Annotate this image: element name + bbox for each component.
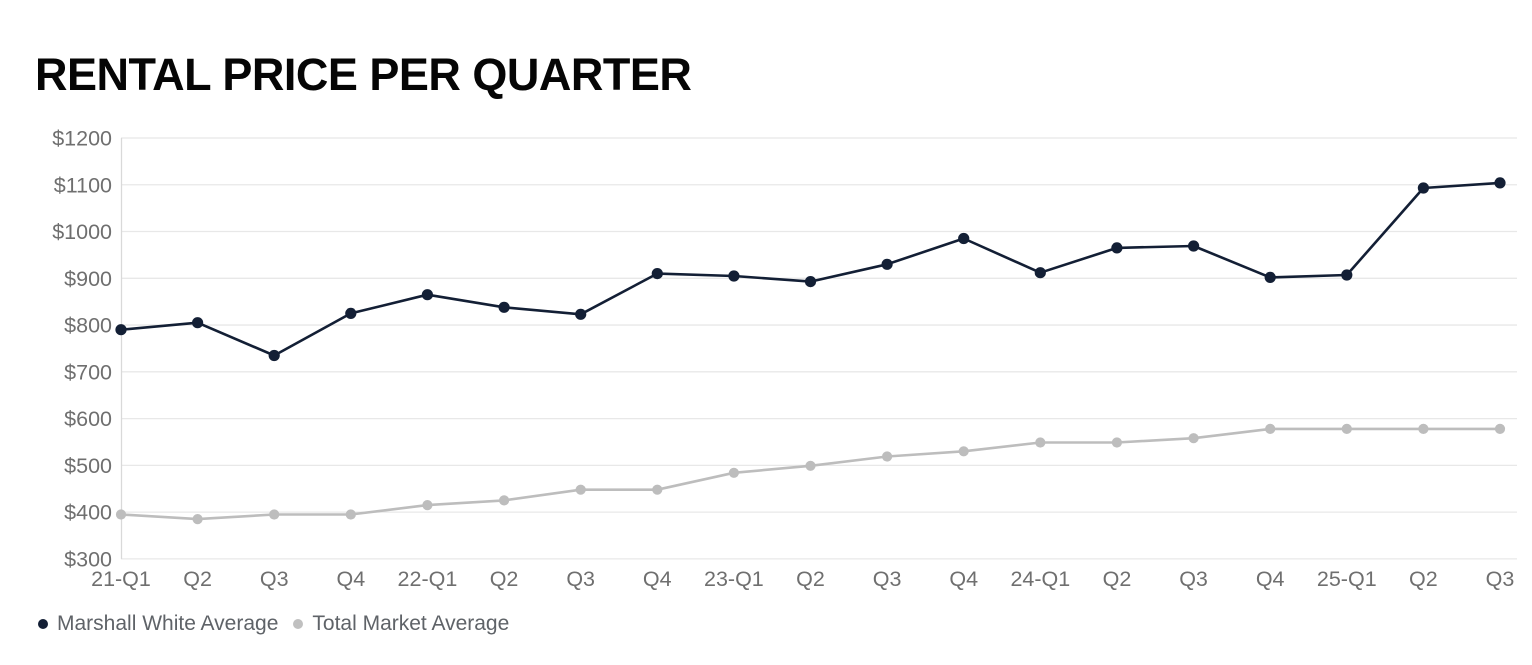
data-point-total-market-average-q2[interactable] <box>1111 437 1122 448</box>
x-axis-tick-label: 25-Q1 <box>1317 567 1377 591</box>
y-axis-tick-label: $1000 <box>52 220 112 244</box>
data-point-total-market-average-q3[interactable] <box>1494 423 1506 434</box>
chart-title: RENTAL PRICE PER QUARTER <box>35 49 692 100</box>
data-point-total-market-average-q2[interactable] <box>805 460 816 471</box>
data-point-total-market-average-q2[interactable] <box>192 514 203 525</box>
data-point-total-market-average-23-q1[interactable] <box>728 467 740 478</box>
data-point-marshall-white-average-q3[interactable] <box>1188 240 1200 252</box>
data-point-marshall-white-average-q4[interactable] <box>1264 271 1276 283</box>
data-point-marshall-white-average-q2[interactable] <box>1111 242 1123 254</box>
data-point-marshall-white-average-23-q1[interactable] <box>728 270 740 282</box>
x-axis-tick-label: Q2 <box>796 567 825 591</box>
data-point-total-market-average-q4[interactable] <box>652 484 663 495</box>
data-point-total-market-average-q3[interactable] <box>1188 433 1199 444</box>
data-point-marshall-white-average-q2[interactable] <box>1417 182 1429 194</box>
y-axis-tick-label: $900 <box>64 267 112 291</box>
data-point-marshall-white-average-q3[interactable] <box>881 258 893 270</box>
x-axis-tick-label: 21-Q1 <box>91 567 151 591</box>
legend-item-marshall-white[interactable]: Marshall White Average <box>38 612 278 636</box>
data-point-marshall-white-average-q3[interactable] <box>575 308 587 320</box>
x-axis-tick-label: Q2 <box>183 567 212 591</box>
data-point-marshall-white-average-25-q1[interactable] <box>1341 269 1353 281</box>
x-axis-tick-label: Q4 <box>643 567 672 591</box>
data-point-marshall-white-average-q4[interactable] <box>345 307 357 319</box>
x-axis-tick-label: Q3 <box>873 567 902 591</box>
data-point-marshall-white-average-q3[interactable] <box>268 349 280 362</box>
data-point-total-market-average-q2[interactable] <box>499 495 510 506</box>
x-axis-tick-label: 23-Q1 <box>704 567 764 591</box>
x-axis-tick-label: Q2 <box>1103 567 1132 591</box>
data-point-total-market-average-q3[interactable] <box>269 509 280 520</box>
series-line-marshall-white-average <box>119 181 1502 357</box>
y-axis-tick-label: $1100 <box>54 173 112 197</box>
data-point-total-market-average-q4[interactable] <box>958 446 969 457</box>
x-axis-tick-label: Q4 <box>336 567 365 591</box>
data-point-marshall-white-average-q2[interactable] <box>192 317 204 329</box>
legend-marker-total-market-icon <box>293 619 304 629</box>
chart-legend: Marshall White Average Total Market Aver… <box>38 611 515 637</box>
data-point-marshall-white-average-q4[interactable] <box>651 268 663 280</box>
x-axis-tick-label: Q4 <box>949 567 978 591</box>
data-point-marshall-white-average-q2[interactable] <box>804 276 817 288</box>
data-point-marshall-white-average-q4[interactable] <box>958 232 970 245</box>
data-point-total-market-average-21-q1[interactable] <box>115 509 127 520</box>
x-axis-tick-label: Q3 <box>1179 567 1208 591</box>
data-point-total-market-average-q3[interactable] <box>882 451 893 462</box>
legend-marker-marshall-white-icon <box>38 619 48 629</box>
x-axis-tick-label: Q4 <box>1256 567 1285 591</box>
x-axis-tick-label: Q3 <box>566 567 595 591</box>
x-axis-tick-label: Q2 <box>490 567 519 591</box>
data-point-total-market-average-q3[interactable] <box>575 484 586 495</box>
legend-item-total-market[interactable]: Total Market Average <box>293 612 509 636</box>
data-point-marshall-white-average-q3[interactable] <box>1494 177 1506 189</box>
data-point-total-market-average-22-q1[interactable] <box>422 500 433 511</box>
series-line-total-market-average <box>119 427 1502 521</box>
x-axis-tick-label: Q2 <box>1409 567 1438 591</box>
data-point-marshall-white-average-22-q1[interactable] <box>421 289 433 301</box>
data-point-total-market-average-q4[interactable] <box>345 509 356 520</box>
y-axis-tick-label: $700 <box>64 360 112 384</box>
data-point-total-market-average-24-q1[interactable] <box>1035 437 1046 448</box>
data-point-marshall-white-average-21-q1[interactable] <box>115 324 127 336</box>
legend-label-marshall-white: Marshall White Average <box>57 612 279 635</box>
x-axis-tick-label: 22-Q1 <box>398 567 458 591</box>
data-point-total-market-average-25-q1[interactable] <box>1341 423 1352 434</box>
data-point-marshall-white-average-q2[interactable] <box>498 301 510 313</box>
data-point-total-market-average-q2[interactable] <box>1418 423 1429 434</box>
y-axis-tick-label: $300 <box>64 547 112 571</box>
y-axis-tick-label: $500 <box>64 454 112 478</box>
data-point-marshall-white-average-24-q1[interactable] <box>1034 267 1046 279</box>
x-axis-tick-label: Q3 <box>260 567 289 591</box>
data-point-total-market-average-q4[interactable] <box>1265 423 1276 434</box>
y-axis-tick-label: $600 <box>64 407 112 431</box>
y-axis-tick-label: $400 <box>64 501 112 525</box>
x-axis-tick-label: 24-Q1 <box>1010 567 1070 591</box>
x-axis-tick-label: Q3 <box>1486 567 1515 591</box>
y-axis-tick-label: $800 <box>64 314 112 338</box>
y-axis-tick-label: $1200 <box>52 127 112 151</box>
legend-label-total-market: Total Market Average <box>312 612 510 635</box>
